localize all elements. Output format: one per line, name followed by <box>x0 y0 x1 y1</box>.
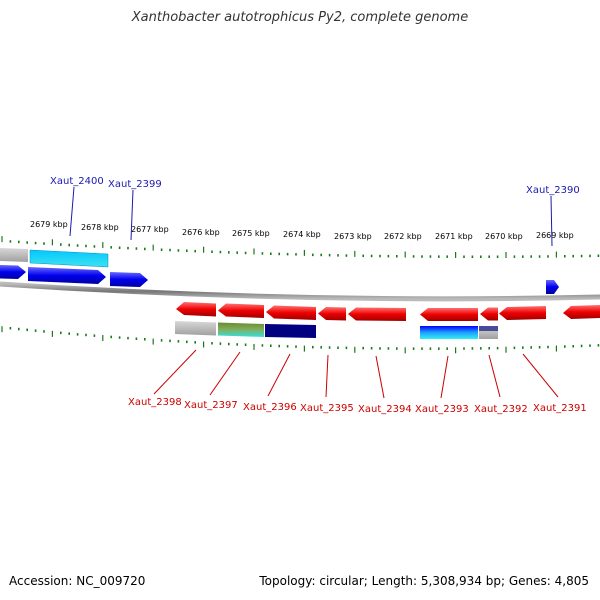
callout-line <box>488 354 501 398</box>
gene-arrow-xaut-2394[interactable] <box>348 307 406 322</box>
gene-label-xaut-2397[interactable]: Xaut_2397 <box>184 400 238 411</box>
callout-line <box>375 355 385 399</box>
gene-label-xaut-2395[interactable]: Xaut_2395 <box>300 403 354 414</box>
gene-label-xaut-2396[interactable]: Xaut_2396 <box>243 402 297 413</box>
callout-line <box>153 349 197 395</box>
gene-label-xaut-2390[interactable]: Xaut_2390 <box>526 185 580 196</box>
gene-label-xaut-2393[interactable]: Xaut_2393 <box>415 404 469 415</box>
callout-line <box>522 353 559 398</box>
callout-line <box>550 195 553 247</box>
callout-line <box>267 353 291 397</box>
gene-label-xaut-2394[interactable]: Xaut_2394 <box>358 404 412 415</box>
scale-label: 2669 kbp <box>536 231 574 240</box>
scale-label: 2678 kbp <box>81 223 119 232</box>
reverse-feature-track <box>175 321 498 339</box>
gene-label-xaut-2391[interactable]: Xaut_2391 <box>533 403 587 414</box>
feature-bar[interactable] <box>420 326 478 339</box>
gene-arrow-xaut-2392[interactable] <box>480 307 498 321</box>
scale-label: 2670 kbp <box>485 232 523 241</box>
callout-line <box>325 354 329 398</box>
gene-arrow-xaut-2391[interactable] <box>499 306 546 320</box>
callout-line <box>130 189 134 241</box>
feature-bar[interactable] <box>265 324 316 338</box>
scale-label: 2672 kbp <box>384 232 422 241</box>
gene-arrow-xaut-2395[interactable] <box>318 307 346 321</box>
gene-arrow[interactable] <box>0 265 26 279</box>
map-title: Xanthobacter autotrophicus Py2, complete… <box>131 10 469 25</box>
gene-arrow-xaut-2390[interactable] <box>546 280 559 294</box>
feature-bar[interactable] <box>175 321 216 336</box>
forward-gene-track <box>0 265 559 294</box>
scale-label: 2677 kbp <box>131 225 169 234</box>
scale-label: 2671 kbp <box>435 232 473 241</box>
forward-feature-track <box>0 248 109 268</box>
feature-bar[interactable] <box>218 322 264 338</box>
scale-label: 2676 kbp <box>182 228 220 237</box>
gene-arrow-xaut-2396[interactable] <box>266 305 316 321</box>
scale-label: 2679 kbp <box>30 220 68 229</box>
feature-bar[interactable] <box>479 326 498 331</box>
gene-arrow-xaut-2397[interactable] <box>218 303 264 319</box>
genome-backbone <box>0 281 600 302</box>
gene-label-xaut-2392[interactable]: Xaut_2392 <box>474 404 528 415</box>
scale-label: 2673 kbp <box>334 232 372 241</box>
accession-text: Accession: NC_009720 <box>9 574 146 588</box>
gene-arrow[interactable] <box>563 305 600 319</box>
reverse-gene-track <box>176 302 600 321</box>
genome-summary-text: Topology: circular; Length: 5,308,934 bp… <box>259 574 589 588</box>
feature-bar[interactable] <box>29 249 109 268</box>
scale-label: 2675 kbp <box>232 229 270 238</box>
gene-arrow-xaut-2399[interactable] <box>110 272 148 287</box>
callout-line <box>209 351 241 396</box>
feature-bar[interactable] <box>0 248 28 262</box>
scale-label: 2674 kbp <box>283 230 321 239</box>
gene-arrow-xaut-2400[interactable] <box>28 267 106 284</box>
gene-arrow-xaut-2393[interactable] <box>420 308 478 321</box>
gene-label-xaut-2398[interactable]: Xaut_2398 <box>128 397 182 408</box>
callout-line <box>69 186 75 237</box>
inner-tick-ring <box>1 326 600 354</box>
gene-label-xaut-2400[interactable]: Xaut_2400 <box>50 176 104 187</box>
outer-tick-ring <box>1 236 600 258</box>
gene-label-xaut-2399[interactable]: Xaut_2399 <box>108 179 162 190</box>
callout-line <box>440 355 449 399</box>
gene-arrow-xaut-2398[interactable] <box>176 302 216 317</box>
